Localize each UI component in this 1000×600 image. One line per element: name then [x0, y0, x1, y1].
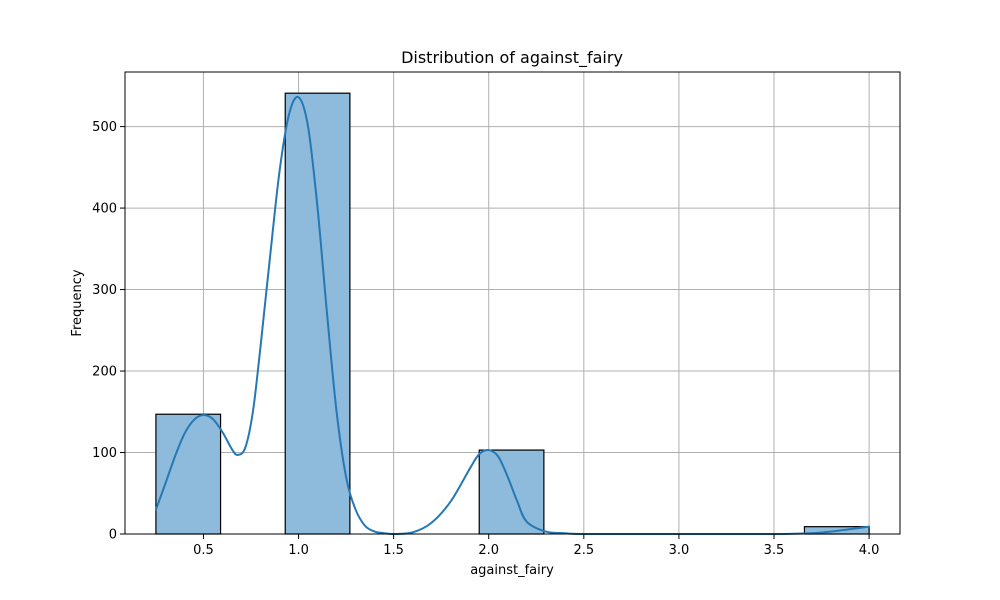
x-tick-label: 1.5: [383, 543, 404, 558]
grid-layer: [125, 72, 900, 535]
y-tick-label: 500: [92, 120, 117, 135]
y-tick-label: 100: [92, 446, 117, 461]
x-tick-label: 2.5: [573, 543, 594, 558]
x-tick-label: 0.5: [193, 543, 214, 558]
bar-layer: [155, 92, 870, 535]
x-tick-label: 1.0: [288, 543, 309, 558]
chart-title: Distribution of against_fairy: [401, 48, 623, 68]
x-tick-label: 4.0: [859, 543, 880, 558]
kde-layer: [154, 95, 871, 536]
y-tick-label: 0: [109, 528, 117, 543]
x-tick-label: 3.5: [764, 543, 785, 558]
x-tick-label: 2.0: [478, 543, 499, 558]
y-tick-label: 200: [92, 365, 117, 380]
x-axis: 0.5 1.0 1.5 2.0 2.5 3.0 3.5 4.0: [193, 534, 879, 558]
y-axis: 0 100 200 300 400 500: [92, 120, 125, 543]
plot-frame: [124, 71, 901, 535]
kde-density-line: [154, 95, 871, 536]
y-axis-label: Frequency: [70, 269, 85, 336]
histogram-bar-3: [478, 449, 545, 535]
x-tick-label: 3.0: [669, 543, 690, 558]
y-tick-label: 300: [92, 283, 117, 298]
y-tick-label: 400: [92, 202, 117, 217]
histogram-bar-1: [155, 413, 222, 535]
histogram-bar-2: [284, 92, 351, 535]
x-axis-label: against_fairy: [470, 563, 554, 578]
